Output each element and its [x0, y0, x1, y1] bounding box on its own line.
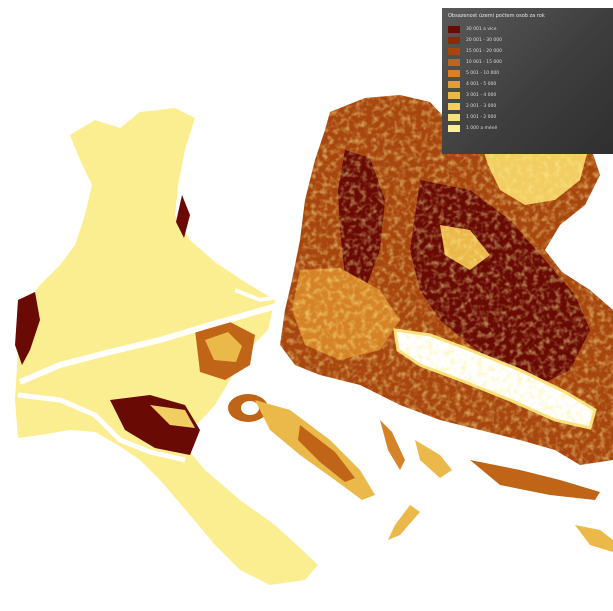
legend-item: 20 001 - 30 000	[448, 35, 607, 46]
legend-swatch	[448, 59, 460, 66]
pocket-highlight	[150, 405, 195, 428]
scattered-fragments	[380, 420, 613, 552]
legend-swatch	[448, 114, 460, 121]
road-link	[234, 288, 286, 303]
legend-label: 1 001 - 2 000	[466, 115, 497, 120]
legend-item: 15 001 - 20 000	[448, 46, 607, 57]
west-area	[15, 108, 318, 585]
legend-swatch	[448, 125, 460, 132]
legend-label: 2 001 - 3 000	[466, 104, 497, 109]
fragment-2	[415, 440, 452, 478]
west-dark-fringe	[15, 292, 40, 365]
legend-swatch	[448, 26, 460, 33]
legend-item: 4 001 - 5 000	[448, 79, 607, 90]
legend-swatch	[448, 48, 460, 55]
legend-label: 3 001 - 4 000	[466, 93, 497, 98]
legend-item: 1 000 a méně	[448, 123, 607, 134]
legend-swatch	[448, 37, 460, 44]
legend-swatch	[448, 81, 460, 88]
roundabout-center	[241, 401, 259, 415]
legend-label: 1 000 a méně	[466, 126, 498, 131]
road-main	[18, 302, 281, 385]
legend-swatch	[448, 92, 460, 99]
texture-overlay	[280, 95, 613, 465]
legend-label: 4 001 - 5 000	[466, 82, 497, 87]
legend-item: 5 001 - 10 000	[448, 68, 607, 79]
center-light-patch	[205, 332, 242, 362]
roads	[17, 288, 286, 463]
legend-label: 20 001 - 30 000	[466, 38, 502, 43]
legend-item: 10 001 - 15 000	[448, 57, 607, 68]
north-dark-fringe	[176, 195, 190, 238]
legend-label: 15 001 - 20 000	[466, 49, 502, 54]
legend-item: 1 001 - 2 000	[448, 112, 607, 123]
map-legend: Obsazenost území počtem osob za rok 30 0…	[442, 8, 613, 154]
legend-label: 30 001 a více	[466, 27, 497, 32]
legend-label: 5 001 - 10 000	[466, 71, 500, 76]
legend-item: 2 001 - 3 000	[448, 101, 607, 112]
fragment-3	[470, 460, 600, 500]
legend-swatch	[448, 70, 460, 77]
road-branch	[17, 392, 186, 463]
corridor-core	[298, 425, 355, 482]
legend-item: 3 001 - 4 000	[448, 90, 607, 101]
legend-label: 10 001 - 15 000	[466, 60, 502, 65]
fragment-5	[575, 525, 613, 552]
legend-title: Obsazenost území počtem osob za rok	[448, 13, 545, 19]
west-area-base	[15, 108, 318, 585]
south-corridor	[255, 400, 375, 500]
legend-item: 30 001 a více	[448, 24, 607, 35]
legend-rows: 30 001 a více 20 001 - 30 000 15 001 - 20 …	[448, 24, 607, 134]
fragment-1	[380, 420, 405, 470]
fragment-4	[388, 505, 420, 540]
legend-swatch	[448, 103, 460, 110]
